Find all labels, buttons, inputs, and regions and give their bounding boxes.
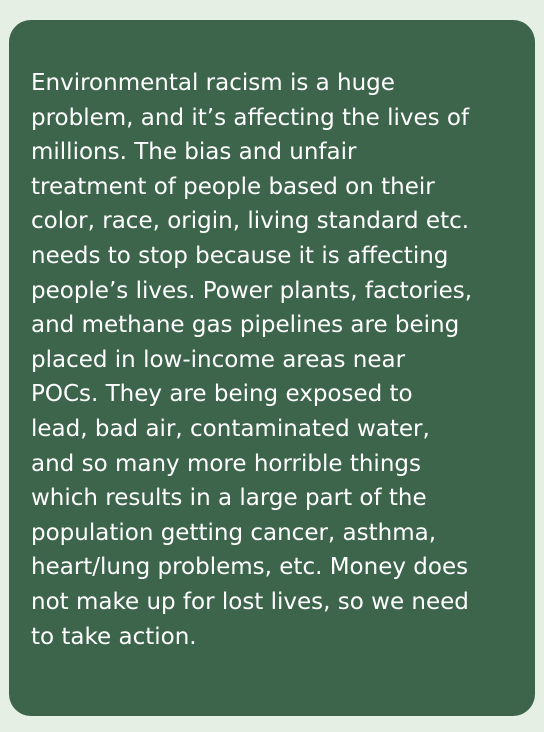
card-paragraph: Environmental racism is a huge problem, … <box>31 70 473 650</box>
text-card: Environmental racism is a huge problem, … <box>9 20 535 716</box>
